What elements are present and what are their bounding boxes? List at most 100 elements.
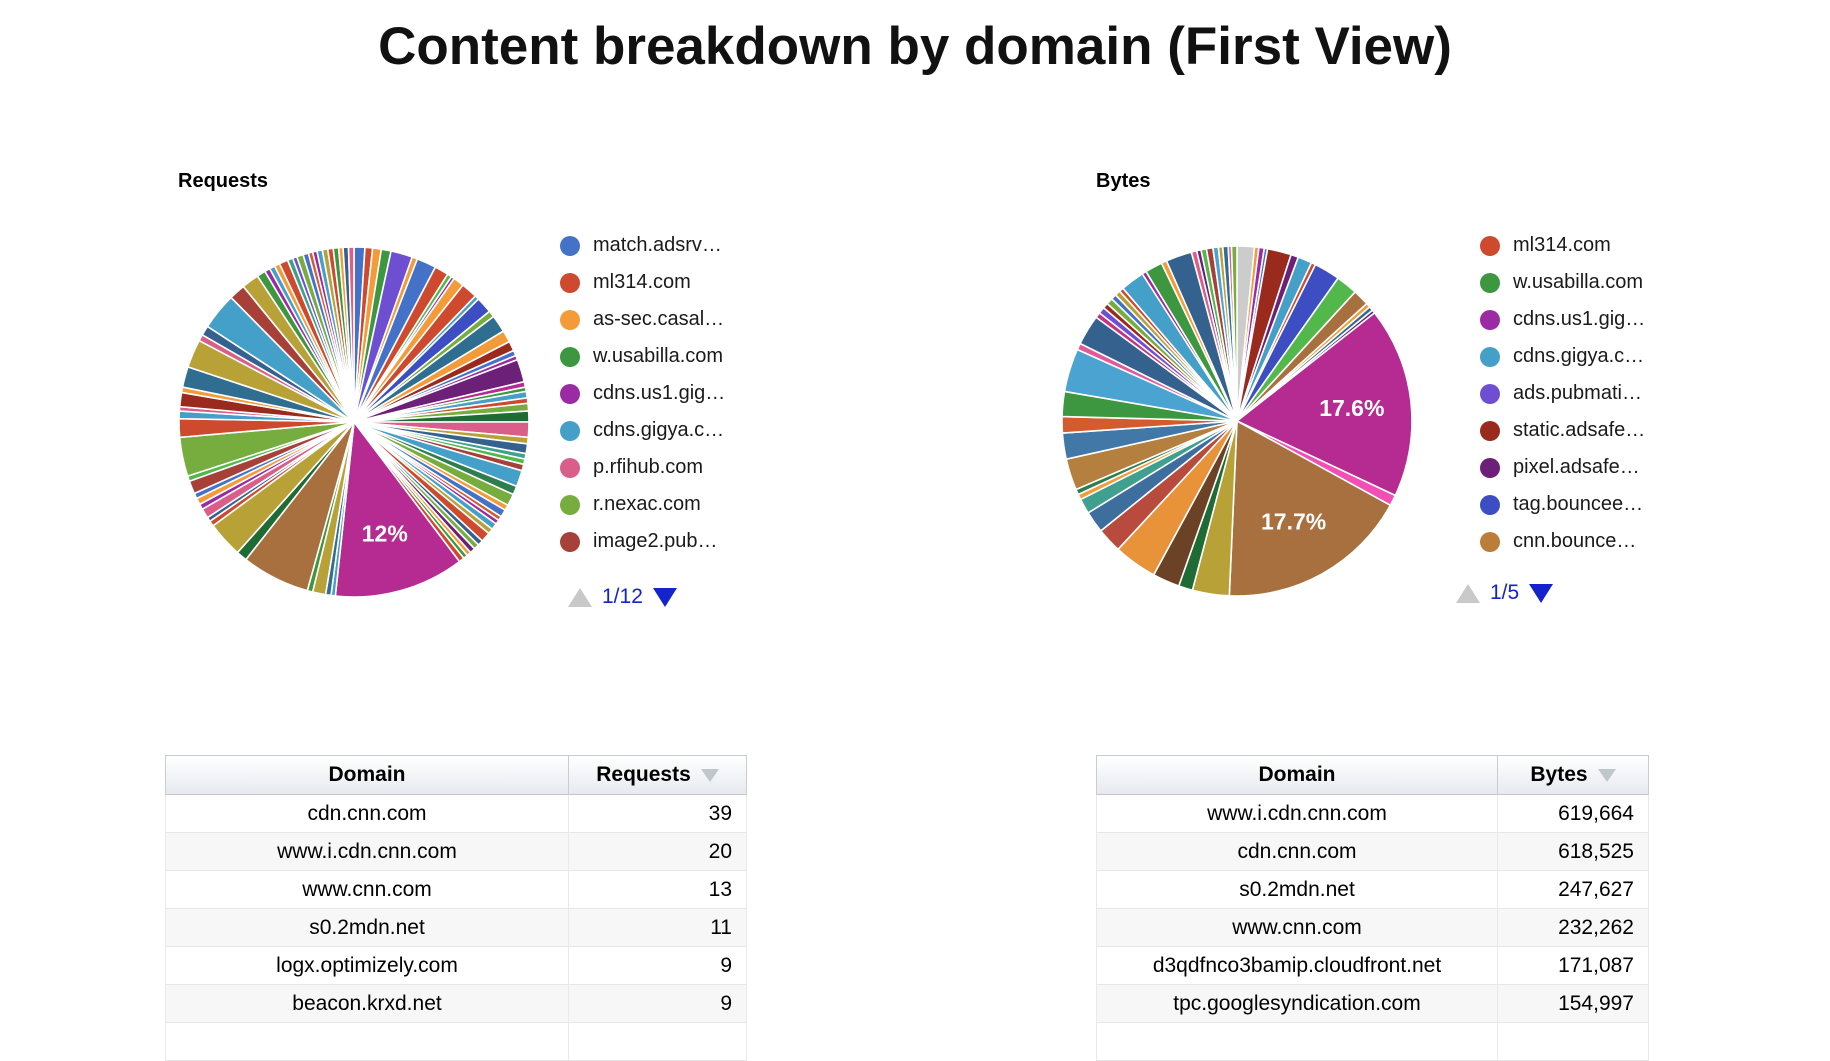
domain-cell: www.i.cdn.cnn.com: [165, 833, 568, 871]
requests-header-label: Requests: [596, 763, 691, 786]
value-cell: [568, 1023, 747, 1061]
legend-item[interactable]: ml314.com: [560, 264, 725, 301]
legend-item-label: ml314.com: [1513, 234, 1611, 256]
domain-column-header[interactable]: Domain: [1096, 755, 1497, 795]
legend-item-label: cdns.us1.gig…: [593, 382, 726, 404]
pie-slice[interactable]: [347, 246, 355, 423]
pie-slice[interactable]: [334, 419, 461, 598]
bytes-legend-pager: 1/5: [1456, 581, 1554, 605]
table-row[interactable]: s0.2mdn.net 247,627: [1096, 871, 1649, 909]
table-row[interactable]: www.cnn.com 232,262: [1096, 909, 1649, 947]
domain-cell: cdn.cnn.com: [1096, 833, 1497, 871]
legend-item[interactable]: match.adsrv…: [560, 227, 725, 264]
legend-item-label: p.rfihub.com: [593, 456, 704, 478]
table-row[interactable]: cdn.cnn.com 618,525: [1096, 833, 1649, 871]
legend-item[interactable]: ads.pubmati…: [1480, 375, 1645, 412]
legend-color-dot: [1480, 420, 1500, 441]
legend-item-label: cdns.gigya.c…: [1513, 345, 1645, 367]
domain-cell: www.cnn.com: [1096, 909, 1497, 947]
requests-table: Domain Requests cdn.cnn.com 39 www.i.cdn.c…: [165, 755, 747, 1061]
legend-color-dot: [560, 346, 580, 367]
domain-cell: [1096, 1023, 1497, 1061]
value-cell: 20: [568, 833, 747, 871]
table-row[interactable]: cdn.cnn.com 39: [165, 795, 747, 833]
legend-next-icon[interactable]: [652, 587, 677, 607]
legend-next-icon[interactable]: [1529, 583, 1554, 603]
legend-item[interactable]: ml314.com: [1480, 227, 1645, 264]
legend-item[interactable]: r.nexac.com: [560, 486, 725, 523]
requests-column-header[interactable]: Requests: [568, 755, 747, 795]
bytes-column-header[interactable]: Bytes: [1497, 755, 1649, 795]
table-row[interactable]: beacon.krxd.net 9: [165, 985, 747, 1023]
legend-item[interactable]: cdns.us1.gig…: [560, 375, 725, 412]
bytes-legend: ml314.com w.usabilla.com cdns.us1.gig… cdns…: [1480, 227, 1645, 560]
legend-item-label: cnn.bounce…: [1513, 530, 1637, 552]
pie-slice[interactable]: [1228, 419, 1392, 597]
legend-page-indicator: 1/12: [602, 585, 643, 608]
domain-header-label: Domain: [328, 763, 406, 786]
domain-cell: beacon.krxd.net: [165, 985, 568, 1023]
value-cell: 247,627: [1497, 871, 1649, 909]
legend-item[interactable]: pixel.adsafe…: [1480, 449, 1645, 486]
pie-slice[interactable]: [1235, 311, 1413, 497]
sort-descending-icon: [700, 768, 719, 782]
table-row[interactable]: www.cnn.com 13: [165, 871, 747, 909]
legend-page-indicator: 1/5: [1490, 581, 1520, 604]
table-row-partial: [165, 1023, 747, 1061]
value-cell: 154,997: [1497, 985, 1649, 1023]
value-cell: 618,525: [1497, 833, 1649, 871]
table-row[interactable]: logx.optimizely.com 9: [165, 947, 747, 985]
domain-cell: s0.2mdn.net: [165, 909, 568, 947]
legend-color-dot: [1480, 309, 1500, 330]
legend-color-dot: [560, 457, 580, 478]
legend-item[interactable]: as-sec.casal…: [560, 301, 725, 338]
legend-prev-icon[interactable]: [568, 587, 592, 607]
legend-color-dot: [560, 235, 580, 256]
domain-cell: logx.optimizely.com: [165, 947, 568, 985]
sort-descending-icon: [1597, 768, 1616, 782]
legend-item[interactable]: cdns.us1.gig…: [1480, 301, 1645, 338]
legend-item-label: ads.pubmati…: [1513, 382, 1642, 404]
table-row[interactable]: s0.2mdn.net 11: [165, 909, 747, 947]
table-row[interactable]: d3qdfnco3bamip.cloudfront.net 171,087: [1096, 947, 1649, 985]
legend-item-label: tag.bouncee…: [1513, 493, 1644, 515]
domain-column-header[interactable]: Domain: [165, 755, 568, 795]
table-header-row: Domain Bytes: [1096, 755, 1649, 795]
legend-item-label: cdns.gigya.c…: [593, 419, 725, 441]
legend-item[interactable]: w.usabilla.com: [560, 338, 725, 375]
legend-item[interactable]: cnn.bounce…: [1480, 523, 1645, 560]
legend-item[interactable]: p.rfihub.com: [560, 449, 725, 486]
legend-item-label: cdns.us1.gig…: [1513, 308, 1646, 330]
legend-item[interactable]: w.usabilla.com: [1480, 264, 1645, 301]
requests-pie-chart[interactable]: 12%: [174, 242, 534, 602]
table-row[interactable]: tpc.googlesyndication.com 154,997: [1096, 985, 1649, 1023]
bytes-pie-chart[interactable]: 17.6% 17.7%: [1057, 241, 1417, 601]
requests-legend: match.adsrv… ml314.com as-sec.casal… w.usab…: [560, 227, 725, 560]
legend-item-label: w.usabilla.com: [593, 345, 724, 367]
table-row[interactable]: www.i.cdn.cnn.com 619,664: [1096, 795, 1649, 833]
legend-item[interactable]: image2.pub…: [560, 523, 725, 560]
legend-color-dot: [560, 309, 580, 330]
domain-cell: www.i.cdn.cnn.com: [1096, 795, 1497, 833]
table-row[interactable]: www.i.cdn.cnn.com 20: [165, 833, 747, 871]
legend-color-dot: [1480, 494, 1500, 515]
value-cell: 11: [568, 909, 747, 947]
value-cell: 619,664: [1497, 795, 1649, 833]
legend-color-dot: [1480, 235, 1500, 256]
legend-item[interactable]: static.adsafe…: [1480, 412, 1645, 449]
legend-item[interactable]: tag.bouncee…: [1480, 486, 1645, 523]
requests-legend-pager: 1/12: [568, 585, 677, 609]
legend-item[interactable]: cdns.gigya.c…: [1480, 338, 1645, 375]
pie-slice[interactable]: [1230, 245, 1238, 422]
legend-item-label: as-sec.casal…: [593, 308, 725, 330]
slice-percent-label: 17.7%: [1261, 509, 1326, 535]
slice-percent-label: 12%: [362, 520, 408, 546]
value-cell: [1497, 1023, 1649, 1061]
legend-item[interactable]: cdns.gigya.c…: [560, 412, 725, 449]
legend-color-dot: [560, 494, 580, 515]
domain-cell: s0.2mdn.net: [1096, 871, 1497, 909]
legend-prev-icon[interactable]: [1456, 583, 1480, 603]
legend-item-label: r.nexac.com: [593, 493, 701, 515]
legend-item-label: w.usabilla.com: [1513, 271, 1644, 293]
